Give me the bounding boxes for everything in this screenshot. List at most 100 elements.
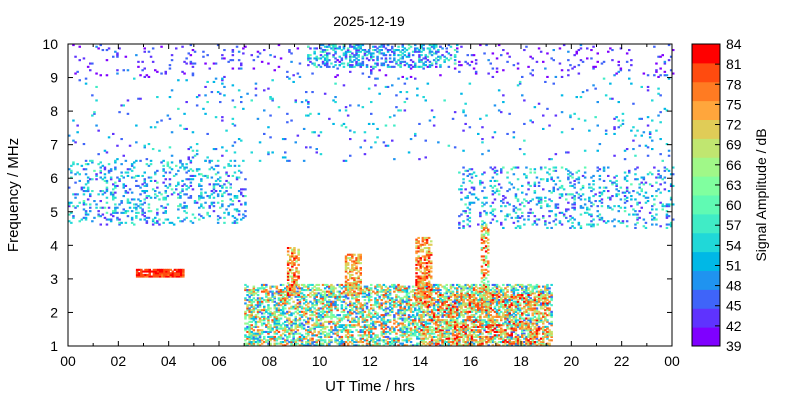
heatmap-cell: [311, 334, 314, 337]
heatmap-cell: [506, 305, 509, 308]
heatmap-cell: [439, 57, 442, 60]
heatmap-cell: [292, 329, 295, 332]
heatmap-cell: [332, 315, 335, 318]
heatmap-cell: [349, 57, 352, 60]
heatmap-cell: [305, 329, 308, 332]
heatmap-cell: [399, 317, 402, 320]
heatmap-cell: [317, 134, 321, 137]
heatmap-cell: [380, 289, 383, 292]
heatmap-cell: [405, 309, 409, 312]
heatmap-cell: [168, 178, 172, 181]
heatmap-cell: [101, 193, 105, 196]
heatmap-cell: [361, 309, 365, 312]
heatmap-cell: [189, 146, 193, 149]
heatmap-cell: [168, 64, 172, 67]
heatmap-cell: [363, 324, 367, 327]
heatmap-cell: [399, 305, 402, 308]
heatmap-cell: [275, 302, 279, 305]
heatmap-cell: [378, 324, 381, 327]
heatmap-cell: [567, 178, 570, 181]
heatmap-cell: [74, 55, 77, 58]
heatmap-cell: [405, 327, 409, 330]
heatmap-cell: [382, 52, 386, 55]
heatmap-cell: [401, 334, 404, 337]
heatmap-cell: [95, 178, 98, 181]
heatmap-cell: [619, 69, 623, 72]
heatmap-cell: [124, 171, 128, 174]
heatmap-cell: [330, 341, 333, 344]
heatmap-cell: [328, 322, 331, 325]
heatmap-cell: [462, 285, 465, 288]
heatmap-cell: [105, 190, 109, 193]
heatmap-cell: [198, 195, 201, 198]
heatmap-cell: [380, 305, 383, 308]
heatmap-cell: [229, 198, 232, 201]
heatmap-cell: [399, 304, 402, 307]
heatmap-cell: [628, 171, 631, 174]
heatmap-cell: [330, 314, 333, 317]
heatmap-cell: [504, 302, 507, 305]
heatmap-cell: [506, 60, 509, 63]
heatmap-cell: [462, 337, 465, 340]
heatmap-cell: [651, 218, 654, 221]
heatmap-cell: [397, 324, 400, 327]
heatmap-cell: [359, 62, 362, 65]
heatmap-cell: [72, 139, 75, 142]
heatmap-cell: [275, 342, 279, 345]
heatmap-cell: [579, 59, 583, 62]
heatmap-cell: [518, 148, 522, 151]
heatmap-cell: [244, 45, 247, 48]
heatmap-cell: [456, 320, 459, 323]
heatmap-cell: [380, 44, 383, 47]
heatmap-cell: [82, 216, 86, 219]
heatmap-cell: [315, 294, 318, 297]
heatmap-cell: [376, 283, 379, 286]
heatmap-cell: [105, 49, 109, 52]
heatmap-cell: [95, 124, 98, 127]
heatmap-cell: [432, 285, 436, 288]
heatmap-cell: [114, 186, 117, 189]
heatmap-cell: [395, 289, 398, 292]
heatmap-cell: [227, 211, 230, 214]
heatmap-cell: [177, 196, 180, 199]
heatmap-cell: [321, 60, 325, 63]
heatmap-cell: [275, 337, 279, 340]
heatmap-cell: [351, 287, 354, 290]
heatmap-cell: [458, 314, 461, 317]
heatmap-cell: [99, 215, 102, 218]
heatmap-cell: [254, 299, 258, 302]
heatmap-cell: [326, 62, 329, 65]
heatmap-cell: [579, 226, 583, 229]
heatmap-cell: [334, 96, 337, 99]
heatmap-cell: [409, 332, 413, 335]
heatmap-cell: [583, 198, 587, 201]
heatmap-cell: [177, 107, 180, 110]
heatmap-cell: [420, 65, 423, 68]
heatmap-cell: [191, 221, 195, 224]
heatmap-cell: [242, 188, 245, 191]
heatmap-cell: [466, 304, 469, 307]
heatmap-cell: [208, 159, 211, 162]
heatmap-cell: [449, 324, 453, 327]
heatmap-cell: [403, 47, 407, 50]
heatmap-cell: [634, 198, 637, 201]
heatmap-cell: [403, 287, 407, 290]
heatmap-cell: [407, 300, 411, 303]
heatmap-cell: [521, 201, 524, 204]
heatmap-cell: [95, 174, 98, 177]
heatmap-cell: [286, 297, 289, 300]
heatmap-cell: [388, 327, 392, 330]
heatmap-cell: [82, 201, 86, 204]
heatmap-cell: [405, 62, 409, 65]
heatmap-cell: [367, 341, 371, 344]
heatmap-cell: [495, 320, 499, 323]
heatmap-cell: [133, 77, 136, 80]
heatmap-cell: [479, 181, 482, 184]
heatmap-cell: [590, 205, 593, 208]
heatmap-cell: [397, 289, 400, 292]
heatmap-cell: [260, 285, 264, 288]
heatmap-cell: [269, 330, 272, 333]
heatmap-cell: [500, 169, 503, 172]
heatmap-cell: [330, 325, 333, 328]
heatmap-cell: [267, 327, 270, 330]
